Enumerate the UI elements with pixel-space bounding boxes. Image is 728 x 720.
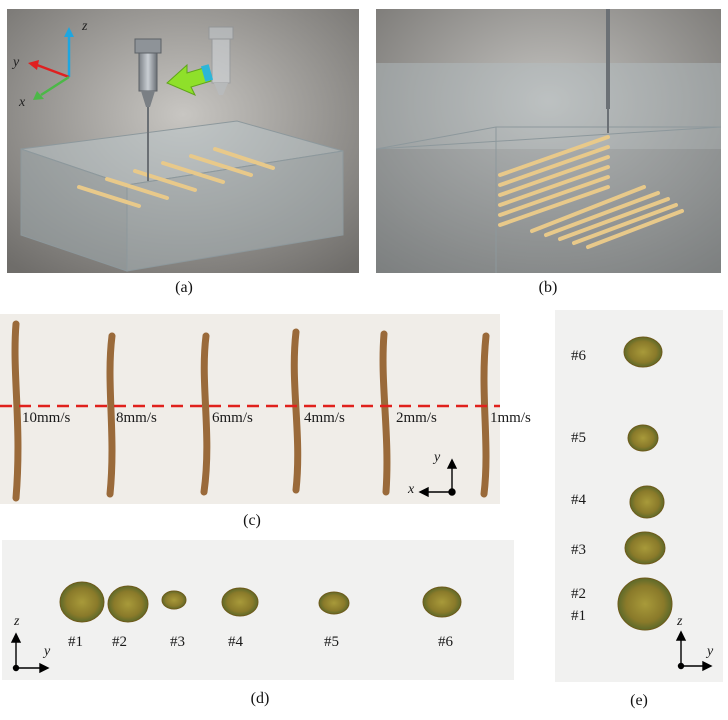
- axis-y-label-e: y: [707, 644, 714, 659]
- speed-label-1: 10mm/s: [22, 410, 71, 426]
- axis-triad-e: [675, 630, 713, 672]
- sample-e-5: #5: [571, 430, 586, 446]
- speed-label-3: 6mm/s: [212, 410, 253, 426]
- speed-label-2: 8mm/s: [116, 410, 157, 426]
- axis-z-label-e: z: [677, 614, 683, 629]
- cross-sections-d: [59, 581, 462, 623]
- move-arrow-icon: [166, 63, 214, 96]
- sample-d-5: #5: [324, 634, 339, 650]
- axis-z-label-d: z: [14, 614, 20, 629]
- caption-d: (d): [250, 690, 270, 707]
- axis-y-label-d: y: [44, 644, 51, 659]
- sample-d-6: #6: [438, 634, 453, 650]
- panel-a-image: z y x: [7, 9, 359, 273]
- axis-x-label-c: x: [408, 482, 415, 497]
- sample-d-4: #4: [228, 634, 243, 650]
- axis-y-label-c: y: [434, 450, 441, 465]
- gel-box-front-b: [376, 149, 721, 273]
- gel-box-right: [126, 150, 344, 272]
- caption-b: (b): [538, 279, 558, 296]
- sample-d-3: #3: [170, 634, 185, 650]
- axis-y-label-a: y: [13, 55, 20, 70]
- speed-label-6: 1mm/s: [490, 410, 531, 426]
- speed-label-5: 2mm/s: [396, 410, 437, 426]
- filaments-b-upper: [498, 135, 610, 227]
- axis-z-label-a: z: [82, 19, 88, 34]
- panel-c-image: 10mm/s 8mm/s 6mm/s 4mm/s 2mm/s y x: [0, 314, 500, 504]
- sample-e-1: #1: [571, 608, 586, 624]
- nozzle-active: [134, 38, 162, 181]
- filaments-a: [77, 147, 275, 208]
- caption-e: (e): [630, 692, 648, 709]
- filaments-b-lower: [530, 185, 684, 249]
- speed-label-4: 4mm/s: [304, 410, 345, 426]
- sample-e-4: #4: [571, 492, 586, 508]
- sample-d-1: #1: [68, 634, 83, 650]
- sample-d-2: #2: [112, 634, 127, 650]
- axis-triad-d: [10, 632, 50, 674]
- caption-a: (a): [175, 279, 193, 296]
- axis-x-label-a: x: [19, 95, 26, 110]
- sample-e-2: #2: [571, 586, 586, 602]
- caption-c: (c): [243, 512, 261, 529]
- panel-e-image: #6 #5 #4 #3 #2 #1 z y: [555, 310, 723, 682]
- sample-e-3: #3: [571, 542, 586, 558]
- axis-triad-c: [418, 458, 458, 498]
- nozzle-ghost: [208, 26, 234, 95]
- panel-b-image: [376, 9, 721, 273]
- panel-d-image: #1 #2 #3 #4 #5 #6 z y: [2, 540, 514, 680]
- printed-traces: [11, 320, 490, 502]
- cross-sections-e: [617, 336, 673, 631]
- axis-triad-a: [28, 27, 74, 100]
- sample-e-6: #6: [571, 348, 586, 364]
- gel-box-top-b: [376, 63, 721, 149]
